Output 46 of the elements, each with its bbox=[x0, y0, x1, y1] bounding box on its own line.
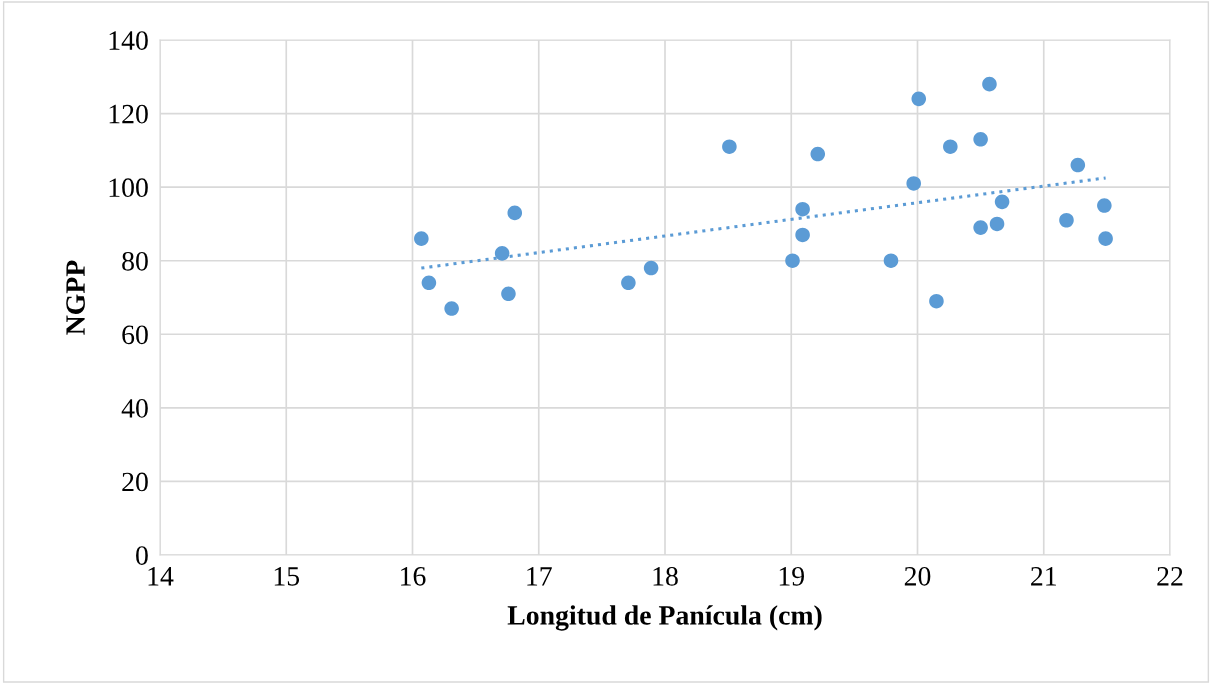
x-tick-label: 22 bbox=[1157, 566, 1183, 586]
point bbox=[421, 275, 437, 291]
point bbox=[621, 275, 636, 291]
y-tick-label: 60 bbox=[122, 325, 148, 345]
point bbox=[1097, 198, 1112, 213]
point bbox=[494, 246, 510, 261]
y-tick-label: 100 bbox=[109, 178, 148, 198]
point bbox=[501, 286, 516, 302]
x-tick-label: 14 bbox=[148, 567, 174, 586]
y-tick-label: 40 bbox=[121, 399, 148, 418]
point bbox=[973, 132, 988, 147]
y-tick-label: 80 bbox=[122, 251, 148, 271]
point bbox=[414, 231, 429, 246]
point bbox=[929, 293, 944, 309]
point bbox=[994, 194, 1010, 210]
point bbox=[1059, 212, 1074, 228]
point bbox=[1070, 157, 1086, 173]
point bbox=[911, 91, 927, 107]
point bbox=[943, 139, 958, 154]
point bbox=[1098, 231, 1113, 246]
point bbox=[507, 205, 523, 221]
y-tick-label: 120 bbox=[109, 104, 148, 124]
y-axis-title: NGPP bbox=[66, 260, 85, 335]
y-tick-label: 20 bbox=[122, 472, 148, 492]
point bbox=[444, 301, 459, 316]
point bbox=[883, 253, 899, 268]
point bbox=[722, 139, 737, 154]
point bbox=[810, 146, 826, 162]
point bbox=[973, 220, 988, 235]
x-axis-title: Longitud de Panícula (cm) bbox=[507, 605, 822, 631]
point bbox=[795, 201, 810, 217]
point bbox=[785, 253, 800, 268]
y-tick-label: 140 bbox=[109, 31, 148, 50]
point bbox=[906, 176, 921, 191]
x-tick-label: 17 bbox=[527, 567, 552, 586]
x-tick-label: 18 bbox=[653, 566, 678, 586]
point bbox=[989, 216, 1005, 232]
point bbox=[643, 260, 659, 276]
x-tick-label: 21 bbox=[1031, 566, 1056, 586]
y-tick-label: 0 bbox=[136, 546, 148, 565]
x-tick-label: 15 bbox=[274, 567, 300, 586]
point bbox=[795, 227, 810, 243]
x-tick-label: 19 bbox=[779, 566, 804, 586]
x-tick-label: 16 bbox=[401, 566, 426, 586]
point bbox=[982, 76, 997, 92]
x-tick-label: 20 bbox=[904, 566, 931, 586]
